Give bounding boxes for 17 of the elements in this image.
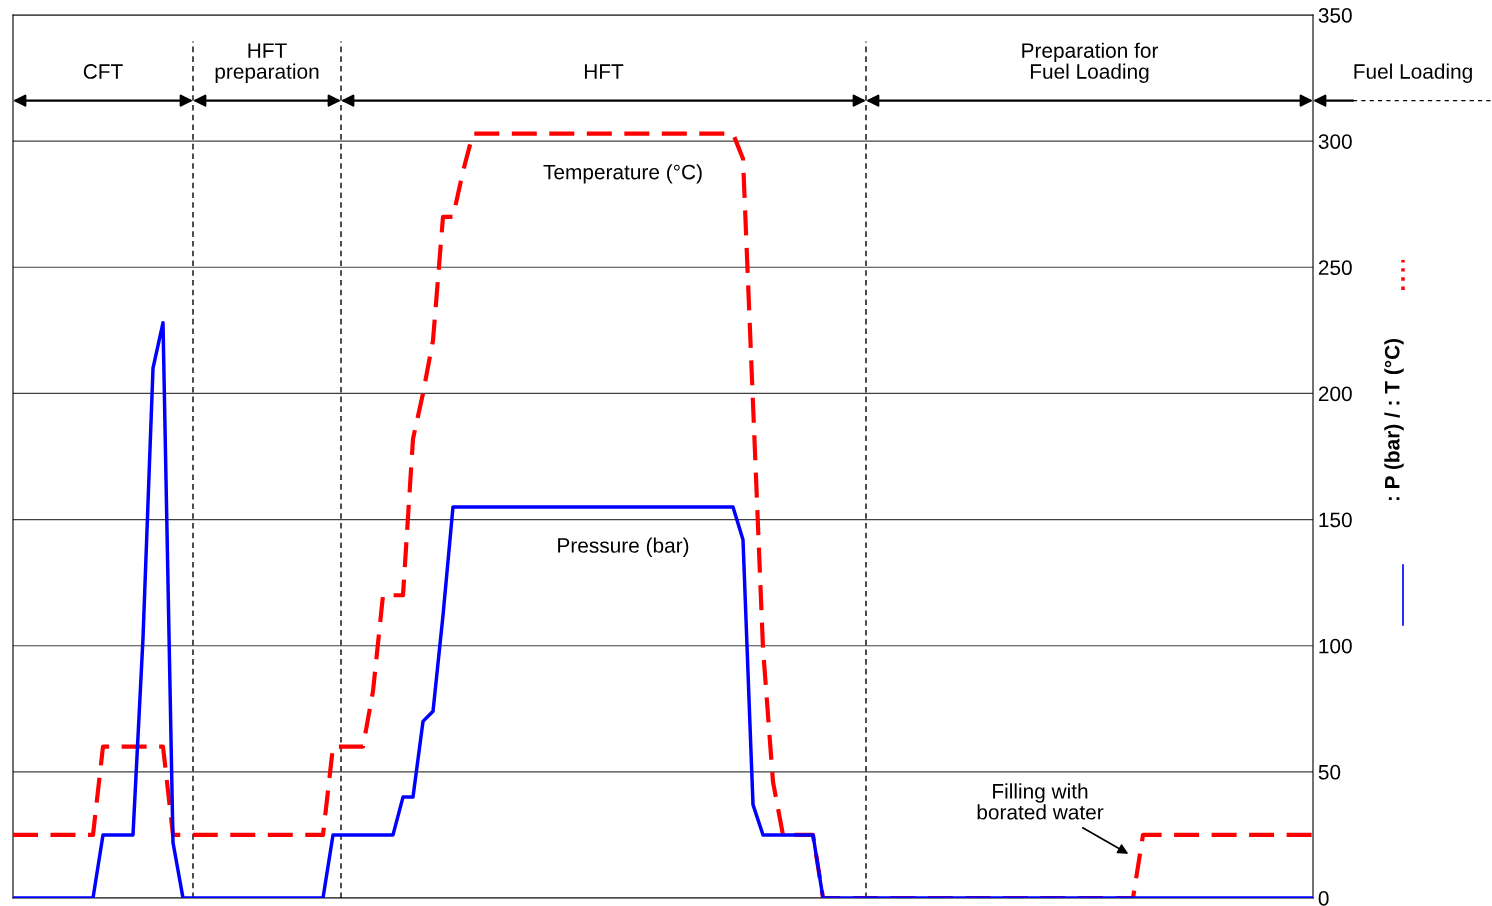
annotation: HFT <box>584 64 624 79</box>
annotation: Filling with borated water <box>977 783 1104 820</box>
y-tick-label: 250 <box>1318 260 1352 276</box>
y-axis-title: : P (bar) / : T (°C) <box>1384 338 1404 501</box>
annotation: CFT <box>83 64 123 79</box>
y-tick-label: 200 <box>1318 386 1352 402</box>
y-tick-label: 350 <box>1318 8 1352 23</box>
y-tick-label: 0 <box>1318 891 1329 906</box>
y-tick-label: 300 <box>1318 134 1352 149</box>
series-label: Pressure (bar) <box>558 537 689 557</box>
y-tick-label: 100 <box>1319 638 1352 654</box>
annotation: HFT preparation <box>215 43 319 83</box>
y-tick-label: 50 <box>1318 764 1341 780</box>
series-label: Temperature (°C) <box>543 164 702 184</box>
text: Fuel Loading <box>1354 63 1472 83</box>
y-tick-label: 150 <box>1319 512 1352 528</box>
annotation: Preparation for Fuel Loading <box>1022 42 1159 83</box>
